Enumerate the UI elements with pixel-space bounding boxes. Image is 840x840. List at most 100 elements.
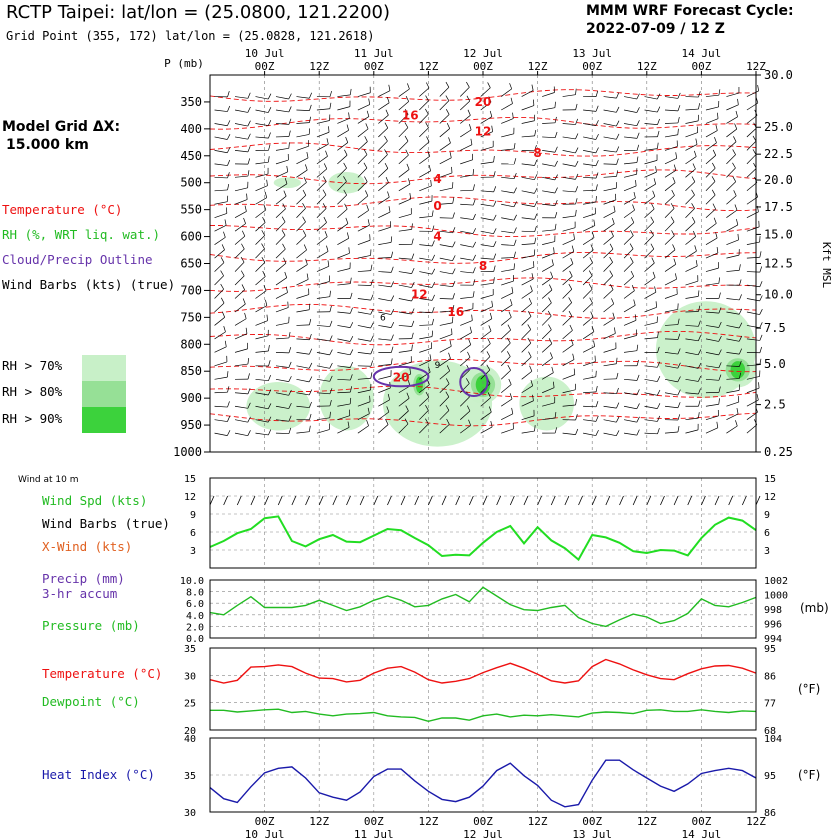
chart-title: RCTP Taipei: lat/lon = (25.0800, 121.220… <box>6 2 390 23</box>
wind-barb-flag <box>329 349 333 356</box>
wind-barb-flag <box>534 145 537 151</box>
bottom-day-label: 10 Jul <box>245 828 285 840</box>
wind-barb <box>603 109 617 113</box>
wind-barb <box>705 237 718 245</box>
top-hour-label: 12Z <box>418 60 438 73</box>
wind-barb-flag <box>739 279 742 286</box>
pressure-tick-label: 700 <box>180 283 202 297</box>
wind-barb <box>705 338 719 342</box>
wind-barb <box>316 236 328 245</box>
wind-barb <box>275 109 289 113</box>
wind-barb <box>542 190 556 194</box>
wind-barb-flag <box>554 427 558 434</box>
wind-barb <box>521 385 533 394</box>
wind-barb-flag <box>677 128 679 135</box>
wind-barb <box>214 419 228 422</box>
wind-barb <box>337 415 350 421</box>
wind-barb-flag <box>711 189 716 196</box>
wind-barb <box>521 105 535 111</box>
wind-barb-flag <box>472 241 477 248</box>
wind-barb <box>439 128 450 138</box>
wind-barb-flag <box>329 305 332 312</box>
wind-barb-flag <box>384 149 388 155</box>
wind-barb <box>664 378 678 383</box>
wind-barb <box>214 302 225 313</box>
wind-barb <box>398 88 410 97</box>
wind-barb <box>501 148 515 151</box>
wind-barb-flag <box>575 103 578 110</box>
wind-barb-flag <box>242 298 246 305</box>
wind-barb-flag <box>513 187 517 194</box>
wind-barb-flag <box>655 166 657 173</box>
wind-barb-flag <box>513 158 517 165</box>
wind-barb <box>378 325 392 328</box>
wind-barb <box>603 163 617 165</box>
wind-barb <box>337 268 351 272</box>
wind-barb <box>480 397 491 407</box>
wind-barb-flag <box>431 281 436 288</box>
wind-barb <box>664 235 675 245</box>
wind-barb <box>501 217 515 221</box>
wind-barb-flag <box>384 162 389 169</box>
wind-barb <box>603 187 617 192</box>
wind-barb-flag <box>466 405 471 412</box>
pressure-tick-label: 950 <box>180 418 202 432</box>
wind-barb <box>542 136 556 139</box>
wind-barb-flag <box>266 179 268 186</box>
wind-barb <box>398 140 409 151</box>
wind-barb <box>685 296 699 299</box>
wind-barb-flag <box>513 201 517 207</box>
wind-barb <box>726 269 740 272</box>
wind-barb <box>664 170 677 178</box>
wind-barb <box>521 370 533 380</box>
wind-barb-flag <box>513 263 515 270</box>
wind-barb-flag <box>452 304 455 312</box>
wind-barb <box>664 309 678 313</box>
wind-barb-flag <box>616 357 618 364</box>
wind-barb <box>357 210 369 219</box>
wind-barb-flag <box>472 267 476 274</box>
wind-barb <box>419 170 431 178</box>
wind-barb <box>378 168 389 178</box>
wind-barb-flag <box>534 187 538 194</box>
wind-barb <box>480 244 494 248</box>
precip-ytick: 6.0 <box>186 599 204 610</box>
wind-barb <box>624 162 638 165</box>
wind-barb-flag <box>588 283 593 290</box>
wind-barb <box>214 109 228 112</box>
wind-barb <box>603 392 617 395</box>
temperature-contour-label: 4 <box>433 172 441 186</box>
wind-barb-flag <box>323 216 327 223</box>
wind-barb <box>378 411 390 420</box>
wind-barb-flag <box>265 299 268 306</box>
wind-barb-flag <box>349 362 353 368</box>
pressure-tick-label: 850 <box>180 364 202 378</box>
wind-barb <box>255 432 269 436</box>
wind-barb-10m <box>223 495 229 506</box>
wind-barb-flag <box>758 382 760 389</box>
wind-barb-flag <box>610 230 614 237</box>
wind-barb <box>562 136 576 140</box>
wind-barb-flag <box>446 418 450 425</box>
wind-barb-flag <box>223 231 226 238</box>
wind-barb-flag <box>283 257 287 264</box>
wind-barb-flag <box>282 203 286 210</box>
wind-barb-flag <box>288 389 292 396</box>
wind-barb-flag <box>302 216 306 223</box>
wind-barb-flag <box>733 190 737 196</box>
wind-barb <box>419 324 433 326</box>
wind-barb-flag <box>677 414 681 421</box>
pressure-tick-label: 450 <box>180 149 202 163</box>
wind-barb-flag <box>738 308 743 315</box>
wind-barb-flag <box>345 217 349 224</box>
wind-barb-flag <box>370 322 374 329</box>
wind-barb <box>316 156 328 165</box>
wind-barb-flag <box>368 98 371 105</box>
wind-barb <box>603 333 616 340</box>
legend-dewpoint: Dewpoint (°C) <box>42 694 140 709</box>
wind-barb-flag <box>694 245 697 252</box>
wind-barb <box>542 402 555 407</box>
wind-barb <box>214 391 228 394</box>
wind-barb-flag <box>698 91 701 98</box>
wind-barb-flag <box>390 266 394 273</box>
